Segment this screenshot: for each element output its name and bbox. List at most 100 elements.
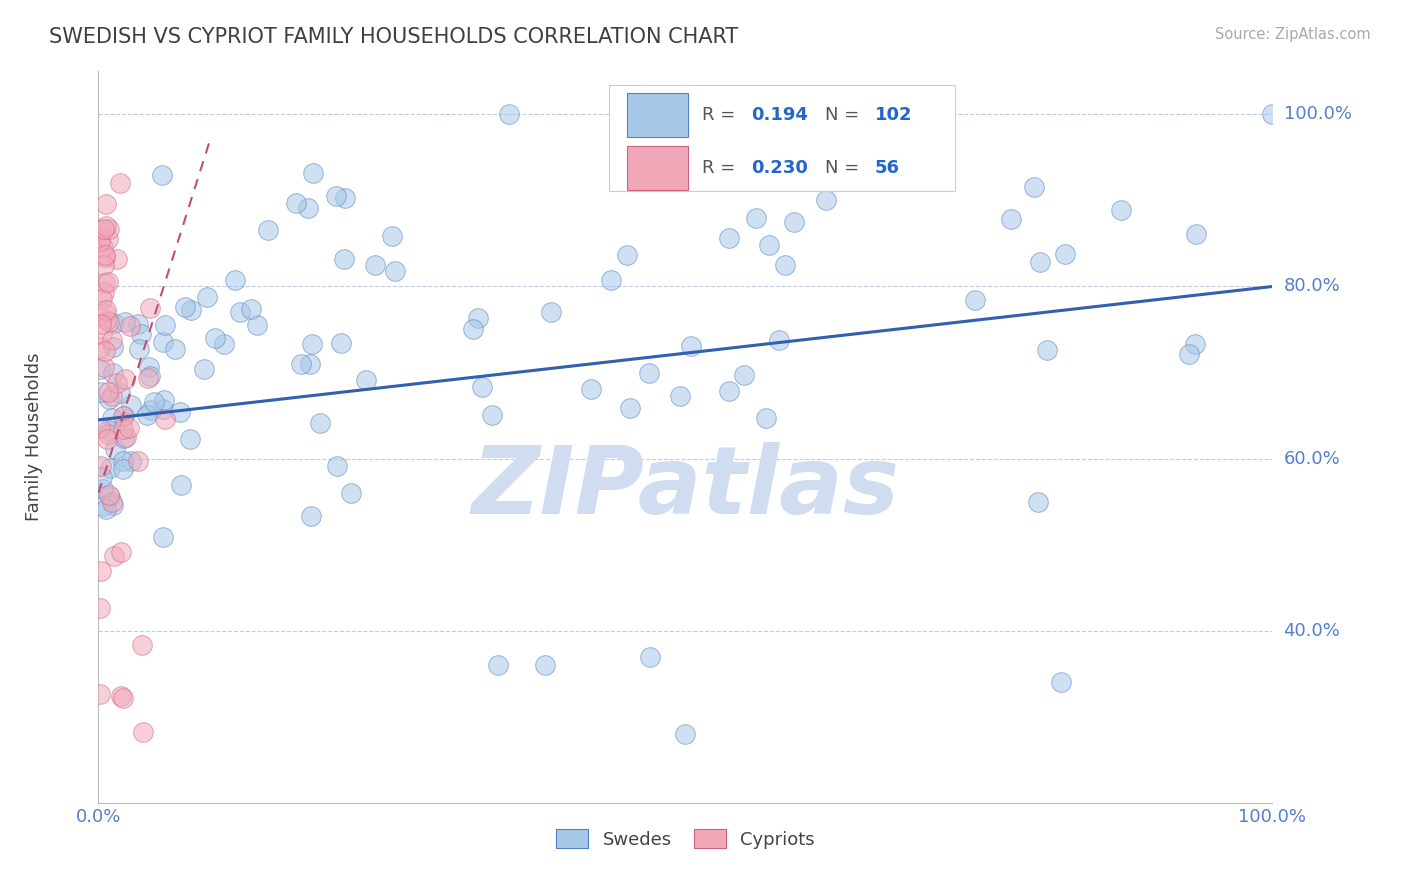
Point — [246, 318, 269, 333]
Point — [101, 341, 124, 355]
Point — [381, 229, 404, 244]
Point — [93, 276, 115, 290]
Point — [110, 544, 132, 558]
Point — [143, 395, 166, 409]
Point — [1036, 343, 1059, 358]
Text: Source: ZipAtlas.com: Source: ZipAtlas.com — [1215, 27, 1371, 42]
Point — [1054, 247, 1077, 261]
Point — [152, 530, 174, 544]
Point — [111, 453, 134, 467]
Point — [90, 458, 112, 473]
Point — [540, 305, 562, 319]
Point — [153, 392, 176, 407]
Point — [170, 478, 193, 492]
Point — [89, 340, 111, 354]
Point — [335, 191, 357, 205]
Point — [112, 409, 135, 424]
Point — [224, 273, 246, 287]
Point — [108, 177, 131, 191]
Point — [297, 201, 319, 215]
Point — [89, 223, 111, 237]
Point — [471, 380, 494, 394]
Point — [93, 360, 115, 375]
Point — [114, 372, 136, 386]
Point — [333, 252, 356, 267]
Point — [90, 326, 112, 341]
Point — [150, 168, 173, 182]
Point — [152, 334, 174, 349]
Text: 102: 102 — [875, 106, 912, 124]
Point — [326, 458, 349, 473]
Text: 100.0%: 100.0% — [1284, 105, 1351, 123]
Point — [108, 386, 131, 401]
Point — [301, 337, 323, 351]
Text: Family Households: Family Households — [25, 353, 42, 521]
Point — [638, 649, 661, 664]
Point — [98, 461, 121, 475]
Point — [135, 408, 157, 422]
Point — [96, 197, 118, 211]
Point — [110, 689, 132, 703]
Point — [136, 371, 159, 385]
Text: R =: R = — [702, 106, 741, 124]
Text: 80.0%: 80.0% — [1284, 277, 1340, 295]
Point — [101, 366, 124, 380]
Point — [745, 211, 768, 225]
Point — [963, 293, 986, 307]
Point — [100, 411, 122, 425]
Point — [90, 317, 112, 331]
Point — [239, 301, 262, 316]
Point — [89, 236, 111, 251]
Point — [128, 343, 150, 357]
Point — [169, 405, 191, 419]
Point — [114, 430, 136, 444]
Point — [111, 462, 134, 476]
Point — [127, 317, 149, 331]
Point — [299, 357, 322, 371]
FancyBboxPatch shape — [627, 93, 688, 136]
Point — [302, 166, 325, 180]
Point — [97, 426, 120, 441]
Point — [97, 275, 120, 289]
Point — [638, 366, 661, 380]
Point — [463, 322, 485, 336]
Point — [93, 222, 115, 236]
FancyBboxPatch shape — [609, 86, 956, 191]
Legend: Swedes, Cypriots: Swedes, Cypriots — [548, 822, 823, 856]
Text: 0.230: 0.230 — [751, 159, 808, 177]
Point — [579, 382, 602, 396]
Point — [152, 402, 174, 417]
Point — [96, 313, 118, 327]
Point — [103, 316, 125, 330]
Point — [193, 362, 215, 376]
Point — [101, 333, 124, 347]
Point — [118, 421, 141, 435]
Point — [90, 385, 112, 400]
Point — [1022, 180, 1045, 194]
Point — [90, 564, 112, 578]
Point — [93, 285, 115, 299]
Point — [97, 232, 120, 246]
Point — [97, 384, 120, 399]
Text: ZIPatlas: ZIPatlas — [471, 442, 900, 534]
Point — [675, 727, 697, 741]
Point — [89, 600, 111, 615]
Point — [163, 342, 186, 356]
Point — [773, 258, 796, 272]
Point — [112, 431, 135, 445]
Point — [139, 368, 162, 383]
Text: 56: 56 — [875, 159, 900, 177]
Point — [1000, 211, 1022, 226]
Point — [97, 423, 120, 437]
Point — [364, 258, 387, 272]
Point — [600, 273, 623, 287]
Point — [127, 454, 149, 468]
Point — [619, 401, 641, 415]
Point — [139, 403, 162, 417]
Point — [1184, 336, 1206, 351]
Point — [105, 376, 128, 391]
Point — [114, 315, 136, 329]
Point — [98, 487, 121, 501]
Point — [94, 343, 117, 358]
Point — [256, 223, 278, 237]
